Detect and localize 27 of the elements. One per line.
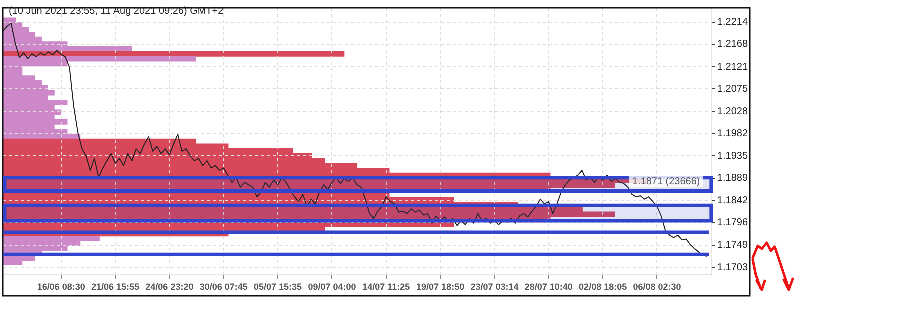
x-tick-label: 30/06 07:45 — [200, 282, 248, 292]
chart-title: (10 Jun 2021 23:55, 11 Aug 2021 09:26) GMT+2 — [9, 6, 224, 18]
x-tick-label: 14/07 11:25 — [362, 282, 410, 292]
x-tick-label: 23/07 03:14 — [470, 282, 519, 292]
bar — [3, 51, 345, 57]
annotation: 1.1871 (23666) — [632, 176, 700, 188]
x-tick-label: 06/08 02:30 — [633, 282, 682, 292]
y-tick-label: 1.2214 — [717, 17, 748, 28]
x-tick-label: 05/07 15:35 — [254, 282, 302, 292]
x-tick-label: 09/07 04:00 — [308, 282, 356, 292]
x-tick-label: 24/06 23:20 — [146, 282, 194, 292]
y-tick-label: 1.1842 — [717, 196, 748, 207]
y-tick-label: 1.2168 — [717, 39, 748, 50]
y-tick-label: 1.1935 — [717, 150, 748, 162]
y-tick-label: 1.1889 — [717, 173, 748, 184]
y-tick-label: 1.2075 — [717, 84, 748, 95]
y-tick-label: 1.2121 — [717, 62, 748, 73]
y-tick-label: 1.1982 — [717, 128, 748, 140]
x-tick-label: 21/06 15:55 — [91, 282, 140, 292]
y-tick-label: 1.2028 — [717, 106, 748, 118]
y-tick-label: 1.1749 — [717, 240, 748, 252]
x-tick-label: 02/08 18:05 — [579, 282, 628, 292]
x-tick-label: 19/07 18:50 — [416, 282, 465, 292]
x-tick-label: 28/07 10:40 — [524, 282, 573, 292]
x-tick-label: 16/06 08:30 — [37, 282, 86, 292]
y-tick-label: 1.1703 — [717, 262, 748, 274]
y-tick-label: 1.1796 — [717, 218, 748, 229]
